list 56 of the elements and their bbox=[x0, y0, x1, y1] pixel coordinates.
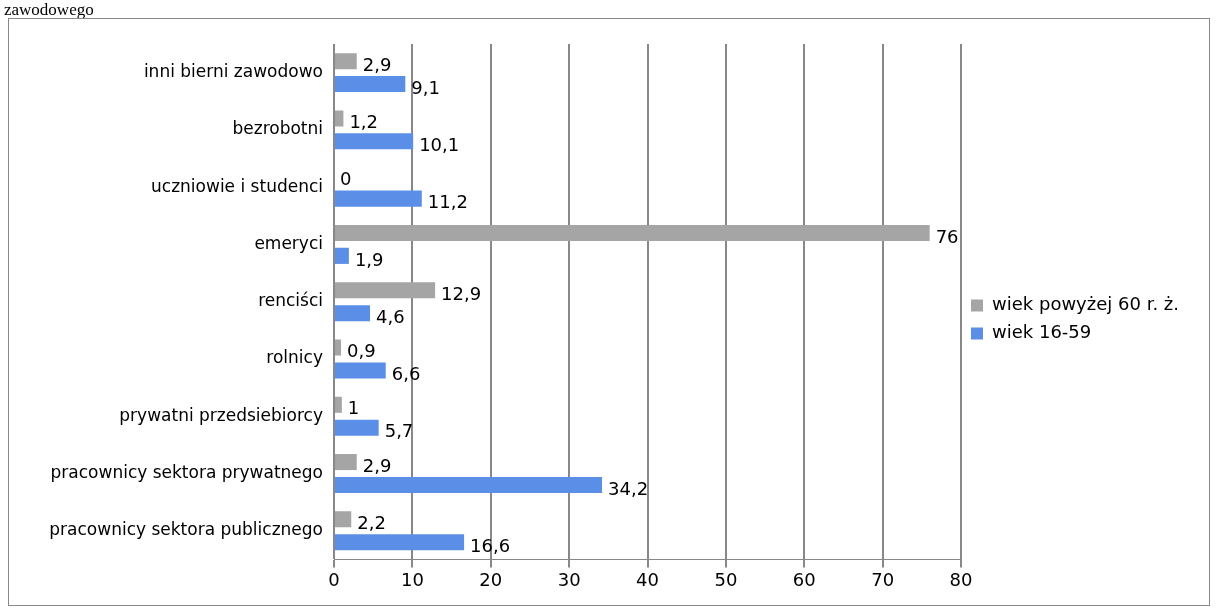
bar bbox=[335, 76, 406, 93]
bar bbox=[335, 454, 357, 471]
x-tick-label: 70 bbox=[871, 568, 895, 590]
data-label: 9,1 bbox=[411, 76, 440, 98]
y-tick-label: emeryci bbox=[254, 232, 323, 253]
bar bbox=[335, 476, 603, 493]
x-tick-label: 60 bbox=[792, 568, 816, 590]
x-tick-label: 40 bbox=[636, 568, 659, 590]
y-tick-label: uczniowie i studenci bbox=[151, 175, 323, 196]
x-tick-label: 10 bbox=[400, 568, 424, 590]
data-label: 5,7 bbox=[384, 420, 414, 442]
y-tick-label: rolnicy bbox=[266, 347, 323, 368]
bar bbox=[335, 396, 342, 413]
bar bbox=[335, 110, 344, 127]
legend-label: wiek powyżej 60 r. ż. bbox=[992, 293, 1180, 315]
data-label: 1,2 bbox=[349, 111, 379, 133]
data-label: 34,2 bbox=[608, 477, 649, 499]
data-label: 4,6 bbox=[376, 305, 405, 327]
bar bbox=[335, 247, 349, 264]
bar bbox=[335, 190, 422, 207]
bar bbox=[335, 282, 436, 299]
data-label: 1,9 bbox=[354, 248, 384, 270]
legend-label: wiek 16-59 bbox=[992, 321, 1092, 343]
data-label: 1 bbox=[347, 397, 360, 419]
bar bbox=[335, 511, 352, 528]
x-tick-label: 30 bbox=[557, 568, 581, 590]
y-tick-label: inni bierni zawodowo bbox=[143, 61, 323, 82]
data-label: 2,2 bbox=[357, 511, 386, 533]
data-label: 2,9 bbox=[362, 454, 392, 476]
y-tick-label: pracownicy sektora prywatnego bbox=[50, 461, 323, 482]
bar bbox=[335, 534, 465, 551]
data-label: 2,9 bbox=[362, 53, 392, 75]
y-tick-label: pracownicy sektora publicznego bbox=[49, 519, 323, 540]
bar bbox=[335, 53, 357, 70]
data-label: 16,6 bbox=[470, 534, 511, 556]
data-label: 0,9 bbox=[347, 340, 376, 362]
bar bbox=[335, 224, 930, 241]
y-tick-label: prywatni przedsiebiorcy bbox=[119, 404, 323, 425]
data-label: 6,6 bbox=[391, 363, 421, 385]
data-label: 76 bbox=[935, 225, 959, 247]
x-tick-label: 50 bbox=[714, 568, 738, 590]
bar bbox=[335, 362, 386, 379]
data-label: 12,9 bbox=[441, 282, 482, 304]
data-label: 10,1 bbox=[419, 134, 460, 156]
bar bbox=[335, 339, 342, 356]
bar bbox=[335, 305, 371, 322]
y-tick-label: bezrobotni bbox=[232, 118, 323, 139]
text: zawodowego bbox=[4, 0, 94, 20]
y-tick-label: renciści bbox=[258, 290, 323, 311]
x-tick-label: 80 bbox=[949, 568, 973, 590]
x-tick-label: 20 bbox=[479, 568, 503, 590]
data-label: 0 bbox=[340, 168, 352, 190]
x-tick-label: 0 bbox=[328, 568, 340, 590]
data-label: 11,2 bbox=[427, 191, 468, 213]
bar bbox=[335, 133, 414, 150]
bar bbox=[335, 419, 379, 436]
